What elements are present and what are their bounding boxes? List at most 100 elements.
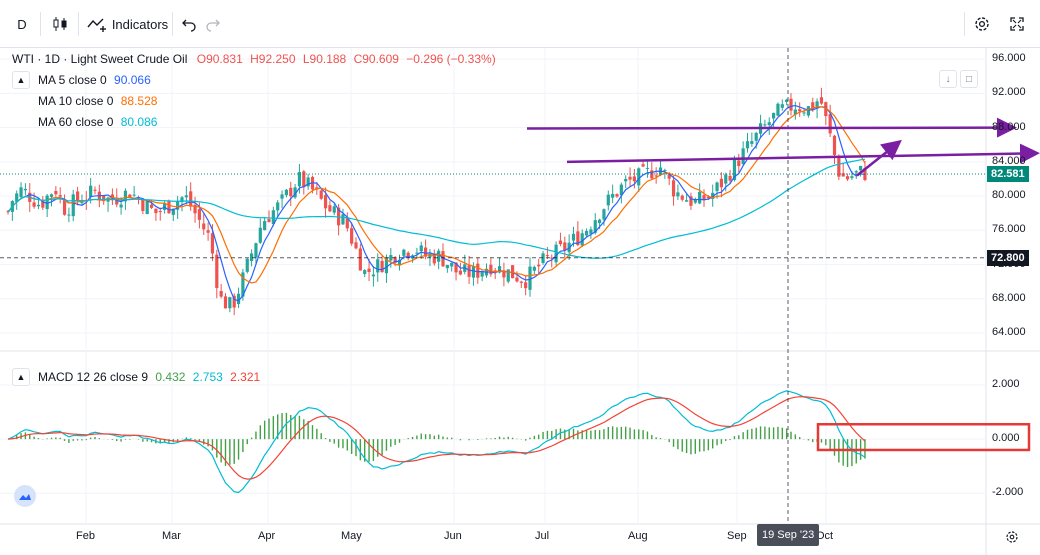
indicators-button[interactable]: Indicators [82, 10, 172, 38]
redo-icon [206, 19, 220, 32]
candle-body [263, 221, 267, 231]
candle-body [128, 194, 132, 199]
candle-body [663, 170, 667, 172]
crosshair-price-label: 72.800 [987, 249, 1029, 266]
time-tick-label: Jun [444, 530, 462, 542]
toolbar-divider [964, 12, 965, 36]
candle-body [480, 271, 484, 277]
candle-body [245, 258, 249, 272]
macd-signal-line [7, 396, 866, 480]
undo-button[interactable] [178, 10, 200, 38]
ma5-line [7, 104, 866, 302]
redo-button[interactable] [202, 10, 224, 38]
candle-body [371, 274, 375, 277]
ma10-legend[interactable]: MA 10 close 0 88.528 [38, 94, 157, 108]
candle-body [345, 217, 349, 229]
chart-area[interactable]: WTI · 1D · Light Sweet Crude Oil O90.831… [0, 48, 1040, 555]
candle-body [45, 195, 49, 210]
chart-canvas[interactable] [0, 48, 1040, 555]
candle-body [576, 231, 580, 246]
candle-body [741, 148, 745, 165]
candle-body [232, 295, 236, 308]
candle-body [424, 247, 428, 257]
candle-body [502, 270, 506, 278]
price-tick-label: 68.000 [992, 291, 1026, 304]
candle-body [193, 204, 197, 214]
candle-body [489, 264, 493, 275]
candle-body [532, 266, 536, 271]
candle-body [598, 219, 602, 224]
candle-body [80, 202, 84, 204]
ohlc-close: C90.609 [353, 52, 399, 66]
top-toolbar: D Indicators [0, 0, 1040, 48]
ma60-label: MA 60 close 0 [38, 115, 114, 129]
ohlc-low: L90.188 [302, 52, 347, 66]
candle-body [859, 166, 863, 171]
cloud-icon [19, 494, 31, 500]
macd-tick-label: -2.000 [992, 486, 1024, 499]
chart-type-button[interactable] [46, 10, 74, 38]
ma60-legend[interactable]: MA 60 close 0 80.086 [38, 115, 157, 129]
fullscreen-button[interactable] [1004, 10, 1030, 38]
settings-button[interactable] [970, 10, 994, 38]
scroll-down-button[interactable]: ↓ [939, 70, 957, 88]
candle-body [545, 255, 549, 257]
macd-tick-label: 2.000 [992, 378, 1020, 391]
candle-body [36, 204, 41, 207]
candle-body [772, 112, 776, 119]
candle-body [724, 174, 728, 184]
macd-tick-label: 0.000 [992, 432, 1020, 445]
candle-body [845, 176, 850, 180]
ma5-label: MA 5 close 0 [38, 73, 107, 87]
candle-body [367, 268, 371, 273]
candle-body [528, 266, 532, 290]
candle-body [293, 187, 297, 198]
candle-body [689, 196, 693, 206]
candle-body [180, 197, 184, 203]
candle-body [793, 109, 797, 115]
ma5-legend[interactable]: MA 5 close 0 90.066 [38, 73, 151, 87]
candle-body [402, 249, 406, 256]
candle-body [471, 266, 476, 278]
time-tick-label: Oct [816, 530, 834, 542]
candle-body [284, 189, 288, 196]
collapse-legend-button[interactable]: ▲ [12, 71, 30, 89]
candle-body [850, 176, 854, 179]
candle-body [123, 190, 128, 202]
candle-body [184, 195, 188, 198]
chevron-up-icon: ▲ [16, 75, 26, 85]
scale-settings-button[interactable] [1003, 528, 1021, 546]
candle-body [236, 293, 241, 305]
candle-body [384, 257, 389, 274]
candle-body [750, 141, 754, 144]
candle-body [702, 195, 706, 201]
ma60-value: 80.086 [120, 115, 158, 129]
symbol-legend: WTI · 1D · Light Sweet Crude Oil O90.831… [12, 52, 500, 66]
candle-body [445, 264, 449, 269]
chevron-up-icon: ▲ [16, 372, 26, 382]
candle-body [406, 252, 410, 258]
candle-body [824, 102, 828, 117]
candle-body [802, 112, 806, 114]
candle-body [241, 272, 245, 297]
macd-label: MACD 12 26 close 9 [38, 370, 149, 384]
logo-button[interactable] [14, 485, 36, 507]
candle-body [15, 193, 19, 202]
ma5-value: 90.066 [114, 73, 151, 87]
candle-body [271, 210, 275, 225]
candle-body [23, 188, 27, 191]
candle-body [458, 270, 462, 275]
candle-body [667, 174, 671, 179]
candle-body [328, 205, 332, 212]
interval-button[interactable]: D [8, 10, 36, 38]
candle-body [19, 187, 23, 198]
macd-legend[interactable]: MACD 12 26 close 9 0.432 2.753 2.321 [38, 370, 260, 384]
candle-body [515, 277, 519, 282]
collapse-macd-button[interactable]: ▲ [12, 368, 30, 386]
candle-body [558, 240, 563, 245]
candle-body [437, 250, 441, 262]
candle-body [476, 263, 480, 278]
candle-body [250, 253, 254, 262]
maximize-pane-button[interactable]: □ [960, 70, 978, 88]
price-tick-label: 80.000 [992, 189, 1026, 202]
